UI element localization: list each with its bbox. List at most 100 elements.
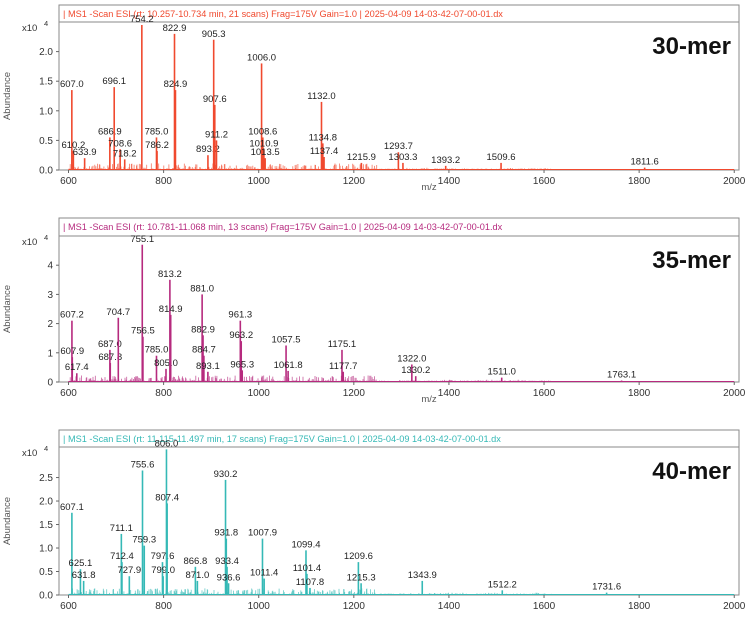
peak-label-1010.9: 1010.9	[249, 138, 278, 149]
x-tick-label: 800	[155, 176, 172, 187]
peak-label-1057.5: 1057.5	[272, 335, 301, 346]
peak-label-711.1: 711.1	[110, 523, 133, 534]
y-tick-label: 2.5	[39, 473, 53, 484]
oligo-length-label: 30-mer	[652, 33, 731, 60]
x-tick-label: 600	[60, 601, 77, 612]
x-tick-label: 1000	[248, 388, 271, 399]
panel-header-text: | MS1 -Scan ESI (rt: 11.115-11.497 min, …	[63, 434, 501, 444]
x-tick-label: 600	[60, 176, 77, 187]
peak-label-704.7: 704.7	[106, 307, 130, 318]
y-tick-label: 1.5	[39, 77, 53, 88]
x-tick-label: 1800	[628, 388, 651, 399]
peak-label-1177.7: 1177.7	[329, 361, 357, 372]
peak-label-806.0: 806.0	[155, 438, 179, 449]
peak-label-1175.1: 1175.1	[328, 339, 356, 350]
y-tick-label: 2	[47, 319, 53, 330]
peak-label-1209.6: 1209.6	[344, 551, 373, 562]
x-tick-label: 1000	[248, 176, 271, 187]
peak-label-1099.4: 1099.4	[291, 539, 320, 550]
plot-frame	[58, 235, 740, 383]
peak-label-1731.6: 1731.6	[592, 582, 621, 593]
y-tick-label: 1.0	[39, 544, 53, 555]
peak-label-822.9: 822.9	[163, 23, 187, 34]
y-tick-label: 2.0	[39, 497, 53, 508]
peak-label-1763.1: 1763.1	[607, 370, 636, 381]
exponent-power: 4	[44, 233, 48, 242]
peak-label-930.2: 930.2	[214, 469, 238, 480]
x-tick-label: 1600	[533, 601, 556, 612]
peak-label-696.1: 696.1	[102, 76, 126, 87]
peak-label-687.0: 687.0	[98, 339, 122, 350]
peak-label-931.8: 931.8	[214, 528, 238, 539]
peak-label-866.8: 866.8	[183, 556, 207, 567]
panel-header-text: | MS1 -Scan ESI (rt: 10.257-10.734 min, …	[63, 9, 503, 19]
x-tick-label: 1600	[533, 176, 556, 187]
peak-label-785.0: 785.0	[145, 345, 169, 356]
peak-label-1132.0: 1132.0	[307, 91, 335, 102]
y-tick-label: 0.0	[39, 591, 53, 602]
peak-label-965.3: 965.3	[230, 359, 254, 370]
x-tick-label: 2000	[723, 176, 746, 187]
peak-label-905.3: 905.3	[202, 29, 226, 40]
plot-frame	[58, 446, 740, 596]
peak-label-607.2: 607.2	[60, 310, 84, 321]
peak-label-727.9: 727.9	[117, 565, 141, 576]
x-tick-label: 800	[155, 601, 172, 612]
exponent-label: x10	[22, 448, 37, 459]
exponent-label: x10	[22, 237, 37, 248]
peak-label-1011.4: 1011.4	[250, 568, 278, 579]
peak-label-1215.9: 1215.9	[347, 152, 376, 163]
x-tick-label: 1400	[438, 601, 461, 612]
y-axis-title: Abundance	[2, 285, 13, 333]
peak-label-882.9: 882.9	[191, 324, 215, 335]
y-tick-label: 0.5	[39, 567, 53, 578]
peak-label-631.8: 631.8	[72, 570, 96, 581]
peak-label-755.1: 755.1	[130, 234, 154, 245]
y-tick-label: 1.5	[39, 520, 53, 531]
peak-label-1013.5: 1013.5	[251, 147, 280, 158]
peak-label-1215.3: 1215.3	[347, 572, 376, 583]
peak-label-617.4: 617.4	[65, 362, 89, 373]
peak-label-712.4: 712.4	[110, 551, 134, 562]
peak-label-754.2: 754.2	[130, 14, 154, 25]
x-tick-label: 1800	[628, 176, 651, 187]
x-tick-label: 2000	[723, 388, 746, 399]
x-tick-label: 600	[60, 388, 77, 399]
peak-label-785.0: 785.0	[145, 126, 169, 137]
peak-label-1293.7: 1293.7	[384, 141, 413, 152]
peak-label-718.2: 718.2	[113, 148, 137, 159]
peak-label-755.6: 755.6	[131, 459, 155, 470]
x-tick-label: 2000	[723, 601, 746, 612]
peak-label-813.2: 813.2	[158, 269, 182, 280]
peak-label-786.2: 786.2	[145, 140, 169, 151]
peak-label-799.0: 799.0	[151, 565, 175, 576]
y-axis-title: Abundance	[2, 72, 13, 120]
peak-label-1343.9: 1343.9	[408, 570, 437, 581]
x-tick-label: 1400	[438, 388, 461, 399]
x-tick-label: 1000	[248, 601, 271, 612]
peak-label-607.1: 607.1	[60, 502, 84, 513]
y-axis-title: Abundance	[2, 497, 13, 545]
exponent-label: x10	[22, 23, 37, 34]
peak-label-687.8: 687.8	[98, 352, 122, 363]
peak-label-1393.2: 1393.2	[431, 155, 460, 166]
peak-label-797.6: 797.6	[151, 551, 175, 562]
peak-label-963.2: 963.2	[229, 330, 253, 341]
peak-label-1512.2: 1512.2	[488, 579, 517, 590]
peak-label-633.9: 633.9	[73, 147, 97, 158]
peak-label-805.0: 805.0	[154, 358, 178, 369]
peak-label-814.9: 814.9	[159, 304, 183, 315]
plot-frame	[58, 21, 740, 171]
peak-label-1134.8: 1134.8	[309, 132, 337, 143]
peak-label-708.6: 708.6	[108, 138, 132, 149]
peak-label-1101.4: 1101.4	[293, 563, 321, 574]
peak-label-824.9: 824.9	[164, 79, 188, 90]
peak-label-871.0: 871.0	[185, 570, 209, 581]
spectrum-panel-40-mer: | MS1 -Scan ESI (rt: 11.115-11.497 min, …	[2, 429, 746, 612]
peak-label-1006.0: 1006.0	[247, 52, 276, 63]
y-tick-label: 1.0	[39, 106, 53, 117]
x-tick-label: 1600	[533, 388, 556, 399]
y-tick-label: 0.5	[39, 136, 53, 147]
spectrum-panel-30-mer: | MS1 -Scan ESI (rt: 10.257-10.734 min, …	[2, 4, 746, 193]
